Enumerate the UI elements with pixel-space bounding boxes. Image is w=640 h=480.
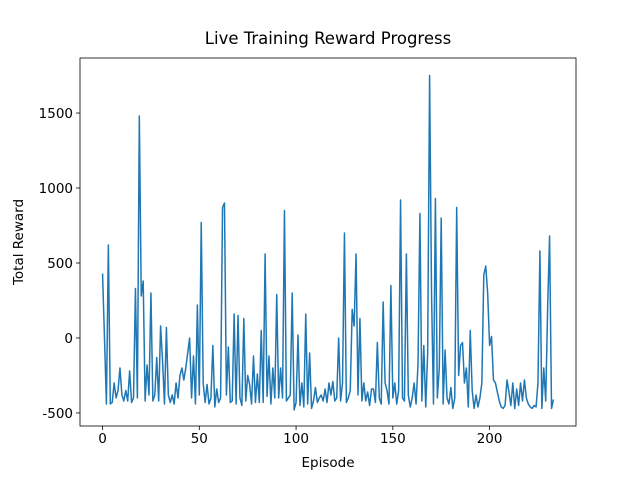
x-tick-label: 200 — [477, 431, 503, 447]
x-tick-label: 150 — [380, 431, 406, 447]
y-tick-label: 1500 — [39, 106, 73, 122]
series-line — [101, 74, 555, 411]
y-tick-label: 0 — [64, 331, 73, 347]
x-tick-label: 0 — [98, 431, 107, 447]
x-tick-label: 100 — [283, 431, 309, 447]
chart-title: Live Training Reward Progress — [205, 29, 451, 48]
x-tick-label: 50 — [191, 431, 208, 447]
plot-frame — [79, 57, 577, 427]
y-tick-label: -500 — [42, 406, 73, 422]
y-tick-label: 1000 — [39, 181, 73, 197]
y-axis-label: Total Reward — [11, 199, 27, 286]
x-axis-label: Episode — [301, 455, 354, 471]
y-tick-label: 500 — [47, 256, 73, 272]
